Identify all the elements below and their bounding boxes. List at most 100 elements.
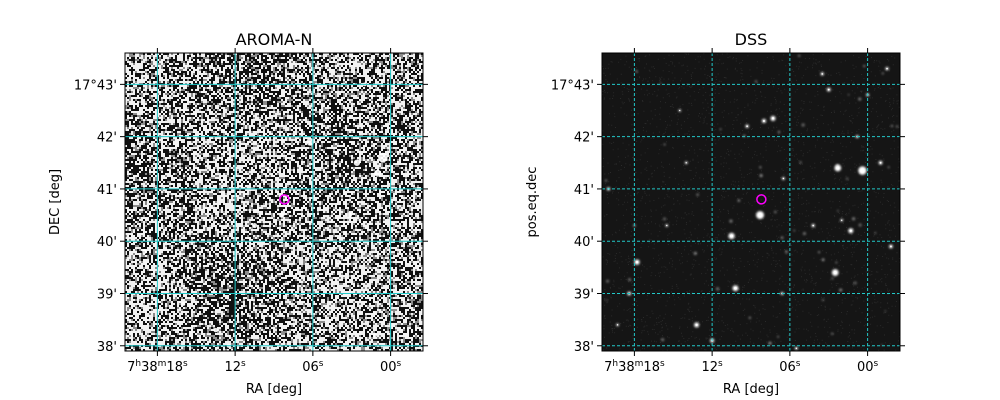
source-blob: [213, 327, 218, 333]
faint-star: [835, 261, 838, 264]
faint-star: [759, 174, 763, 178]
star-core: [879, 161, 882, 164]
faint-star: [831, 332, 834, 335]
x-tick-label: 7h38m18s: [127, 359, 188, 375]
faint-star: [737, 199, 741, 203]
star-core: [782, 177, 785, 180]
source-blob: [258, 275, 264, 281]
faint-star: [890, 124, 894, 128]
faint-star: [881, 72, 884, 75]
star-core: [827, 88, 830, 91]
faint-star: [785, 250, 788, 254]
faint-star: [821, 258, 825, 262]
source-blob: [374, 169, 382, 177]
faint-star: [895, 125, 899, 128]
faint-star: [777, 335, 780, 338]
y-tick-label: 42': [574, 131, 594, 146]
panel-aroma-n: 7h38m18s 12s 06s 00s 17°43' 42' 41' 40' 39' 38' AR…: [48, 30, 428, 397]
coordinate-grid: [125, 53, 423, 351]
y-axis-label: pos.eq.dec: [525, 167, 540, 238]
faint-star: [858, 223, 862, 227]
star-core: [616, 324, 619, 326]
x-axis-label: RA [deg]: [723, 382, 779, 397]
faint-star: [851, 217, 856, 221]
star-core: [849, 229, 852, 232]
faint-star: [715, 287, 720, 291]
x-tick-label: 7h38m18s: [604, 359, 665, 375]
star-core: [762, 119, 765, 122]
faint-star: [759, 166, 762, 169]
star-core: [836, 166, 840, 170]
x-axis-label: RA [deg]: [246, 382, 302, 397]
y-tick-label: 17°43': [74, 78, 117, 93]
faint-star: [768, 341, 772, 345]
star-core: [685, 162, 687, 164]
star-core: [833, 271, 837, 275]
faint-star: [604, 179, 608, 182]
faint-star: [635, 70, 638, 73]
y-tick-label: 41': [574, 183, 594, 198]
y-tick-label: 38': [97, 340, 117, 355]
faint-star: [884, 310, 887, 312]
x-tick-label: 12s: [702, 359, 724, 375]
faint-star: [606, 279, 610, 283]
star-core: [734, 286, 737, 290]
y-tick-label: 39': [574, 287, 594, 302]
faint-star: [777, 130, 781, 134]
faint-star: [863, 64, 866, 68]
star-core: [841, 219, 843, 221]
faint-star: [887, 166, 890, 169]
star-core: [821, 73, 824, 75]
star-core: [890, 245, 892, 248]
source-blob: [373, 333, 377, 338]
faint-star: [874, 231, 877, 234]
target-marker: [756, 194, 767, 205]
source-blob: [336, 259, 342, 265]
star-core: [812, 224, 815, 227]
y-tick-label: 39': [97, 287, 117, 302]
faint-star: [802, 231, 807, 236]
faint-star: [847, 93, 850, 96]
faint-star: [663, 143, 666, 146]
faint-star: [799, 161, 802, 164]
chart-title: AROMA-N: [236, 30, 313, 49]
star-core: [758, 213, 762, 217]
sky-image: [125, 53, 423, 351]
source-blob: [306, 138, 315, 146]
target-marker: [279, 194, 290, 205]
star-core: [886, 67, 888, 70]
y-tick-label: 40': [574, 235, 594, 250]
star-core: [771, 117, 775, 120]
sky-image: [602, 53, 900, 351]
axes-frame: [124, 52, 424, 352]
faint-star: [719, 128, 722, 131]
star-core: [746, 125, 748, 128]
source-blob: [142, 249, 147, 254]
faint-star: [821, 298, 825, 302]
faint-star: [662, 217, 667, 221]
y-tick-label: 41': [97, 183, 117, 198]
star-core: [695, 323, 698, 327]
source-blob: [252, 222, 258, 229]
faint-star: [793, 229, 796, 232]
star-core: [730, 234, 734, 238]
source-blob: [346, 212, 353, 218]
faint-star: [748, 316, 752, 319]
star-core: [860, 168, 865, 173]
axes-frame: [601, 52, 901, 352]
faint-star: [836, 209, 839, 212]
faint-star: [659, 82, 662, 85]
x-tick-label: 06s: [779, 359, 801, 375]
star-core: [666, 224, 668, 227]
y-tick-label: 38': [574, 340, 594, 355]
x-tick-label: 00s: [380, 359, 402, 375]
x-tick-label: 06s: [302, 359, 324, 375]
x-tick-label: 12s: [225, 359, 247, 375]
faint-star: [628, 278, 632, 282]
faint-star: [801, 123, 805, 127]
faint-star: [831, 277, 834, 280]
star-core: [679, 109, 681, 112]
source-blob: [353, 159, 361, 166]
faint-star: [839, 288, 843, 292]
